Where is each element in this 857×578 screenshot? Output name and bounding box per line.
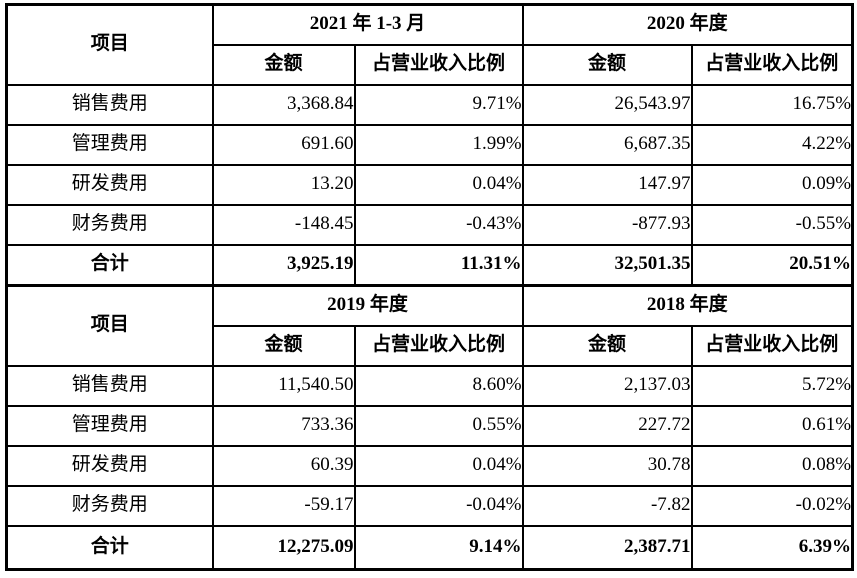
item-column-header-1: 项目 — [5, 3, 214, 86]
amount-cell: 2,137.03 — [521, 364, 693, 407]
amount-cell: 691.60 — [211, 123, 356, 166]
subheader-amount-2020: 金额 — [521, 43, 693, 86]
amount-cell: 733.36 — [211, 404, 356, 447]
period-header-2020: 2020 年度 — [521, 3, 854, 46]
ratio-cell: -0.43% — [353, 203, 524, 246]
row-label: 研发费用 — [5, 444, 214, 487]
total-ratio-cell: 9.14% — [353, 524, 524, 571]
subheader-ratio-2020: 占营业收入比例 — [690, 43, 854, 86]
amount-cell: 3,368.84 — [211, 83, 356, 126]
table-row-total-1: 合计 3,925.19 11.31% 32,501.35 20.51% — [5, 243, 854, 287]
row-label: 财务费用 — [5, 203, 214, 246]
total-label: 合计 — [5, 524, 214, 571]
amount-cell: -877.93 — [521, 203, 693, 246]
subheader-amount-2019: 金额 — [211, 324, 356, 367]
header-row-periods-1: 项目 2021 年 1-3 月 2020 年度 — [5, 3, 854, 86]
subheader-ratio-2018: 占营业收入比例 — [690, 324, 854, 367]
amount-cell: 30.78 — [521, 444, 693, 487]
ratio-cell: -0.04% — [353, 484, 524, 527]
ratio-cell: 0.55% — [353, 404, 524, 447]
row-label: 研发费用 — [5, 163, 214, 206]
ratio-cell: 4.22% — [690, 123, 854, 166]
total-amount-cell: 32,501.35 — [521, 243, 693, 287]
total-ratio-cell: 6.39% — [690, 524, 854, 571]
header-row-metrics-1: 金额 占营业收入比例 金额 占营业收入比例 — [7, 43, 854, 86]
subheader-ratio-2021q1: 占营业收入比例 — [353, 43, 524, 86]
total-label: 合计 — [5, 243, 214, 287]
ratio-cell: -0.55% — [690, 203, 854, 246]
row-label: 管理费用 — [5, 404, 214, 447]
total-ratio-cell: 11.31% — [353, 243, 524, 287]
ratio-cell: 0.09% — [690, 163, 854, 206]
amount-cell: -148.45 — [211, 203, 356, 246]
row-label: 销售费用 — [5, 83, 214, 126]
expense-table: 项目 2021 年 1-3 月 2020 年度 金额 占营业收入比例 金额 占营… — [5, 3, 855, 571]
amount-cell: 11,540.50 — [211, 364, 356, 407]
table-row-admin-expense-1: 管理费用 691.60 1.99% 6,687.35 4.22% — [5, 123, 854, 166]
amount-cell: -59.17 — [211, 484, 356, 527]
total-amount-cell: 12,275.09 — [211, 524, 356, 571]
ratio-cell: 8.60% — [353, 364, 524, 407]
item-column-header-2: 项目 — [5, 284, 214, 367]
period-header-2021q1: 2021 年 1-3 月 — [211, 3, 524, 46]
ratio-cell: 5.72% — [690, 364, 854, 407]
table-row-rd-expense-2: 研发费用 60.39 0.04% 30.78 0.08% — [5, 444, 854, 487]
subheader-amount-2021q1: 金额 — [211, 43, 356, 86]
subheader-ratio-2019: 占营业收入比例 — [353, 324, 524, 367]
ratio-cell: 16.75% — [690, 83, 854, 126]
amount-cell: 6,687.35 — [521, 123, 693, 166]
header-row-periods-2: 项目 2019 年度 2018 年度 — [5, 284, 854, 367]
table-row-selling-expense-1: 销售费用 3,368.84 9.71% 26,543.97 16.75% — [5, 83, 854, 126]
table-row-finance-expense-2: 财务费用 -59.17 -0.04% -7.82 -0.02% — [5, 484, 854, 527]
table-row-finance-expense-1: 财务费用 -148.45 -0.43% -877.93 -0.55% — [5, 203, 854, 246]
row-label: 管理费用 — [5, 123, 214, 166]
amount-cell: 13.20 — [211, 163, 356, 206]
total-amount-cell: 2,387.71 — [521, 524, 693, 571]
subheader-amount-2018: 金额 — [521, 324, 693, 367]
amount-cell: 60.39 — [211, 444, 356, 487]
ratio-cell: 0.04% — [353, 163, 524, 206]
ratio-cell: 0.61% — [690, 404, 854, 447]
row-label: 销售费用 — [5, 364, 214, 407]
period-header-2018: 2018 年度 — [521, 284, 854, 327]
amount-cell: -7.82 — [521, 484, 693, 527]
table-row-admin-expense-2: 管理费用 733.36 0.55% 227.72 0.61% — [5, 404, 854, 447]
ratio-cell: 0.04% — [353, 444, 524, 487]
period-header-2019: 2019 年度 — [211, 284, 524, 327]
ratio-cell: 0.08% — [690, 444, 854, 487]
amount-cell: 26,543.97 — [521, 83, 693, 126]
table-row-selling-expense-2: 销售费用 11,540.50 8.60% 2,137.03 5.72% — [5, 364, 854, 407]
ratio-cell: 9.71% — [353, 83, 524, 126]
row-label: 财务费用 — [5, 484, 214, 527]
amount-cell: 147.97 — [521, 163, 693, 206]
header-row-metrics-2: 金额 占营业收入比例 金额 占营业收入比例 — [7, 324, 854, 367]
table-row-total-2: 合计 12,275.09 9.14% 2,387.71 6.39% — [5, 524, 854, 571]
ratio-cell: 1.99% — [353, 123, 524, 166]
amount-cell: 227.72 — [521, 404, 693, 447]
ratio-cell: -0.02% — [690, 484, 854, 527]
total-amount-cell: 3,925.19 — [211, 243, 356, 287]
total-ratio-cell: 20.51% — [690, 243, 854, 287]
table-row-rd-expense-1: 研发费用 13.20 0.04% 147.97 0.09% — [5, 163, 854, 206]
